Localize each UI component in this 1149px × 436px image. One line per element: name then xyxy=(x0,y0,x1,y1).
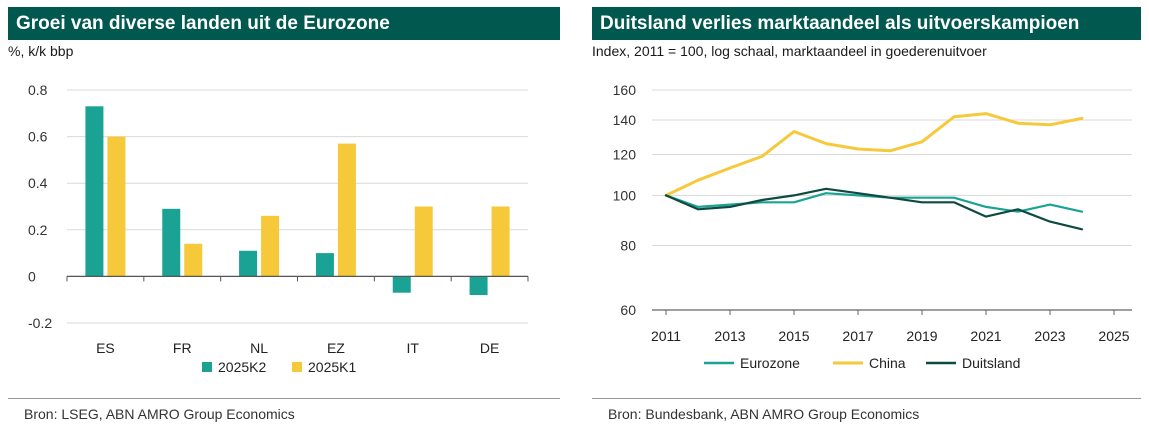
x-tick-label: NL xyxy=(250,340,268,356)
series-line-Duitsland xyxy=(664,187,1084,231)
legend-label-Duitsland: Duitsland xyxy=(962,355,1020,371)
y-tick-label: 0.4 xyxy=(28,175,48,191)
bar-2025K1-NL xyxy=(261,215,280,277)
left-source-divider xyxy=(8,398,560,399)
y-tick-label: 0.6 xyxy=(28,129,48,145)
x-tick-label: ES xyxy=(96,340,115,356)
legend-label-Eurozone: Eurozone xyxy=(740,355,800,371)
x-tick-label: 2017 xyxy=(842,328,873,344)
x-tick-label: 2021 xyxy=(970,328,1001,344)
y-tick-label: 100 xyxy=(613,187,637,203)
right-chart-unit-label: Index, 2011 = 100, log schaal, marktaand… xyxy=(592,43,987,59)
x-tick-label: 2015 xyxy=(778,328,809,344)
left-chart-title: Groei van diverse landen uit de Eurozone xyxy=(8,7,560,40)
left-chart-panel: Groei van diverse landen uit de Eurozone… xyxy=(0,0,568,436)
right-chart-title: Duitsland verlies marktaandeel als uitvo… xyxy=(592,7,1141,40)
y-tick-label: 0.2 xyxy=(28,222,48,238)
bar-chart: -0.2 0 0.2 0.4 0.6 0.8 ES FR NL EZ IT DE 2025K2 2025K… xyxy=(28,82,529,375)
bar-2025K2-NL xyxy=(239,250,258,277)
x-tick-label: EZ xyxy=(327,340,345,356)
bar-2025K1-IT xyxy=(414,206,433,277)
x-tick-label: 2025 xyxy=(1098,328,1129,344)
bar-2025K1-ES xyxy=(107,136,126,277)
right-chart-panel: Duitsland verlies marktaandeel als uitvo… xyxy=(584,0,1149,436)
left-chart-unit-label: %, k/k bbp xyxy=(8,43,74,59)
right-source-note: Bron: Bundesbank, ABN AMRO Group Economi… xyxy=(608,406,920,422)
x-tick-label: DE xyxy=(480,340,499,356)
y-tick-label: -0.2 xyxy=(28,315,52,331)
y-tick-label: 140 xyxy=(613,112,637,128)
left-source-note: Bron: LSEG, ABN AMRO Group Economics xyxy=(24,406,295,422)
bar-2025K1-DE xyxy=(491,206,510,277)
bar-2025K2-FR xyxy=(162,208,181,277)
legend-label-2025K2: 2025K2 xyxy=(218,359,266,375)
legend-label-China: China xyxy=(869,355,906,371)
bar-2025K2-EZ xyxy=(315,253,334,277)
legend-swatch-2025K1 xyxy=(292,362,302,372)
bar-2025K2-ES xyxy=(85,106,104,277)
legend-label-2025K1: 2025K1 xyxy=(308,359,356,375)
bar-2025K1-FR xyxy=(184,243,203,277)
right-source-divider xyxy=(592,398,1141,399)
series-line-China xyxy=(664,112,1084,197)
x-tick-label: 2023 xyxy=(1034,328,1065,344)
y-tick-label: 80 xyxy=(620,237,636,253)
legend-swatch-2025K2 xyxy=(202,362,212,372)
x-tick-label: IT xyxy=(407,340,420,356)
x-tick-label: 2013 xyxy=(714,328,745,344)
y-tick-label: 0.8 xyxy=(28,82,48,98)
x-tick-label: FR xyxy=(173,340,192,356)
y-tick-label: 0 xyxy=(28,268,36,284)
bar-2025K2-DE xyxy=(469,276,488,296)
y-tick-label: 120 xyxy=(613,147,637,163)
y-tick-label: 60 xyxy=(620,302,636,318)
bar-2025K2-IT xyxy=(392,276,411,293)
line-chart: 60 80 100 120 140 160 2011 2013 2015 2017 2019 2021… xyxy=(613,82,1132,371)
x-tick-label: 2011 xyxy=(651,328,681,344)
y-tick-label: 160 xyxy=(613,82,637,98)
bar-2025K1-EZ xyxy=(337,143,356,277)
x-tick-label: 2019 xyxy=(906,328,937,344)
